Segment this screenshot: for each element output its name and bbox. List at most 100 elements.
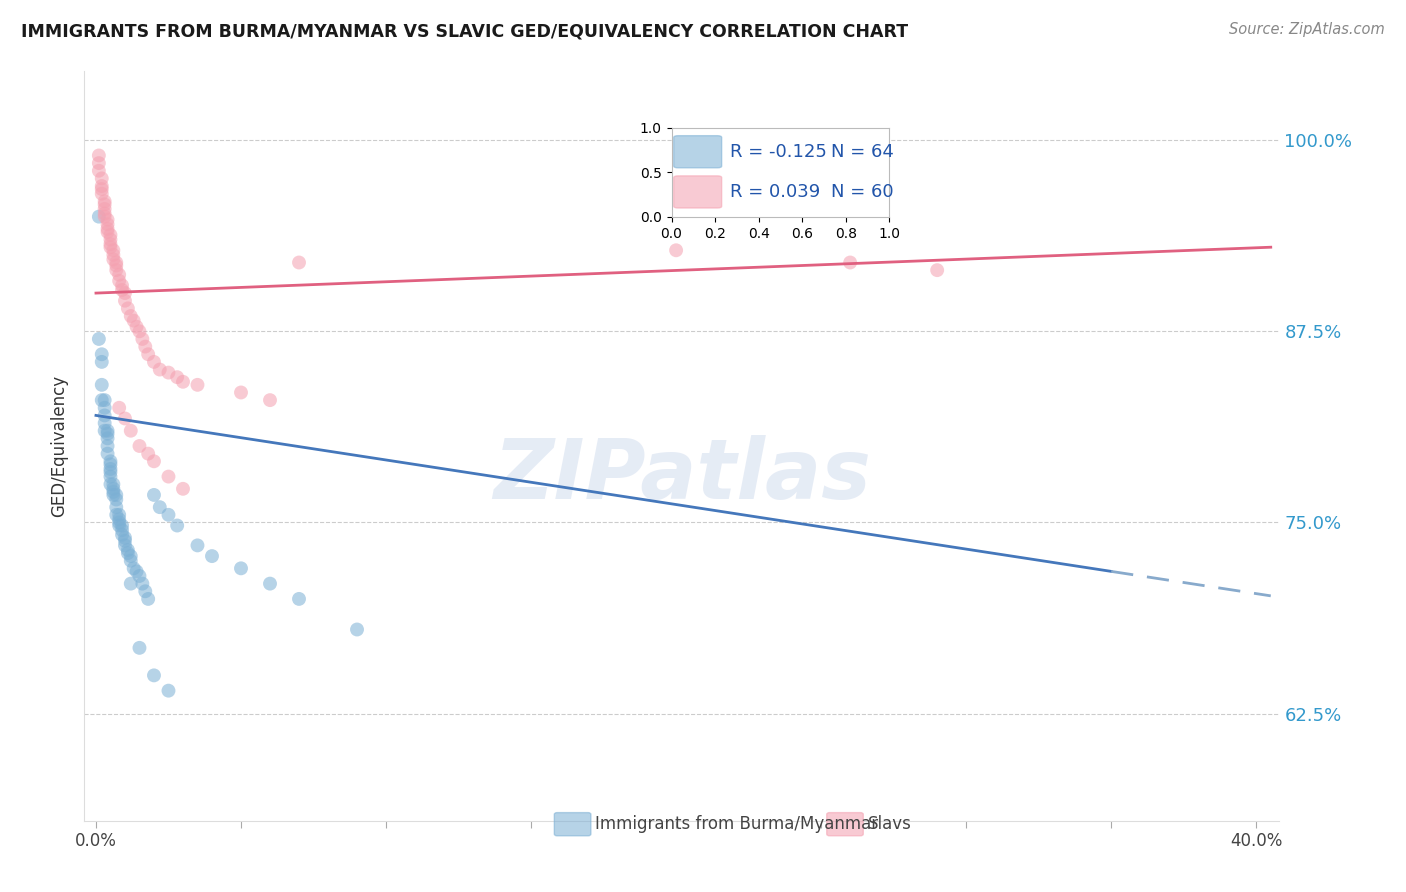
Point bbox=[288, 255, 311, 269]
Point bbox=[100, 469, 122, 483]
Point bbox=[93, 416, 115, 430]
Point bbox=[117, 301, 139, 316]
Point bbox=[120, 554, 142, 568]
Point bbox=[90, 393, 112, 408]
Point bbox=[108, 401, 131, 415]
Point bbox=[93, 197, 115, 211]
Point bbox=[87, 332, 110, 346]
Point bbox=[134, 584, 156, 599]
Point bbox=[93, 194, 115, 209]
Point bbox=[90, 186, 112, 201]
Point bbox=[120, 576, 142, 591]
Point bbox=[87, 163, 110, 178]
Point bbox=[172, 482, 194, 496]
Point bbox=[90, 347, 112, 361]
Point bbox=[100, 240, 122, 254]
Point bbox=[108, 516, 131, 530]
Point bbox=[87, 210, 110, 224]
Text: IMMIGRANTS FROM BURMA/MYANMAR VS SLAVIC GED/EQUIVALENCY CORRELATION CHART: IMMIGRANTS FROM BURMA/MYANMAR VS SLAVIC … bbox=[21, 22, 908, 40]
Point bbox=[90, 171, 112, 186]
Point bbox=[97, 439, 120, 453]
Point bbox=[90, 179, 112, 194]
Point bbox=[103, 477, 125, 491]
Point bbox=[97, 212, 120, 227]
Point bbox=[122, 561, 145, 575]
Point bbox=[128, 640, 150, 655]
Point bbox=[103, 248, 125, 262]
Point bbox=[134, 340, 156, 354]
Point bbox=[117, 546, 139, 560]
Text: N = 64: N = 64 bbox=[831, 143, 893, 161]
Point bbox=[105, 500, 128, 515]
Point bbox=[108, 268, 131, 282]
Point bbox=[128, 324, 150, 338]
Point bbox=[97, 222, 120, 236]
Text: R = 0.039: R = 0.039 bbox=[730, 183, 821, 201]
Point bbox=[157, 508, 180, 522]
Point bbox=[87, 148, 110, 162]
Point bbox=[105, 488, 128, 502]
Point bbox=[100, 454, 122, 468]
Point bbox=[100, 458, 122, 472]
Point bbox=[105, 492, 128, 507]
Point bbox=[90, 355, 112, 369]
Point bbox=[128, 439, 150, 453]
Point bbox=[103, 484, 125, 499]
Point bbox=[149, 500, 172, 515]
Text: N = 60: N = 60 bbox=[831, 183, 893, 201]
Text: Source: ZipAtlas.com: Source: ZipAtlas.com bbox=[1229, 22, 1385, 37]
Point bbox=[143, 355, 166, 369]
Point bbox=[105, 255, 128, 269]
Point bbox=[111, 523, 134, 537]
Point bbox=[100, 465, 122, 479]
Point bbox=[186, 377, 208, 392]
FancyBboxPatch shape bbox=[673, 176, 721, 208]
Point bbox=[131, 576, 153, 591]
Text: Slavs: Slavs bbox=[868, 815, 911, 833]
Point bbox=[111, 527, 134, 541]
Text: Immigrants from Burma/Myanmar: Immigrants from Burma/Myanmar bbox=[595, 815, 879, 833]
Point bbox=[166, 518, 188, 533]
Point bbox=[93, 393, 115, 408]
Point bbox=[108, 518, 131, 533]
Point bbox=[114, 411, 136, 425]
Point bbox=[229, 561, 252, 575]
Point bbox=[103, 244, 125, 258]
Point bbox=[97, 217, 120, 231]
Point bbox=[97, 225, 120, 239]
Text: ZIPatlas: ZIPatlas bbox=[494, 435, 870, 516]
Point bbox=[157, 469, 180, 483]
Point bbox=[97, 426, 120, 441]
Point bbox=[288, 591, 311, 606]
Point bbox=[93, 401, 115, 415]
Point bbox=[105, 259, 128, 273]
Point bbox=[114, 293, 136, 308]
Point bbox=[97, 431, 120, 445]
Point bbox=[90, 377, 112, 392]
Point bbox=[117, 543, 139, 558]
Point bbox=[201, 549, 224, 563]
Point bbox=[111, 518, 134, 533]
Point bbox=[100, 477, 122, 491]
Point bbox=[665, 244, 688, 258]
Point bbox=[839, 255, 862, 269]
Point bbox=[100, 237, 122, 252]
Point bbox=[114, 286, 136, 301]
Point bbox=[93, 206, 115, 220]
Y-axis label: GED/Equivalency: GED/Equivalency bbox=[51, 375, 69, 517]
Point bbox=[97, 424, 120, 438]
Point bbox=[93, 409, 115, 423]
Point bbox=[259, 576, 281, 591]
Point bbox=[259, 393, 281, 408]
Point bbox=[120, 549, 142, 563]
Point bbox=[93, 202, 115, 216]
Point bbox=[229, 385, 252, 400]
Point bbox=[90, 182, 112, 196]
Point bbox=[114, 533, 136, 548]
Point bbox=[105, 508, 128, 522]
Point bbox=[172, 375, 194, 389]
Point bbox=[131, 332, 153, 346]
Point bbox=[93, 210, 115, 224]
Point bbox=[143, 488, 166, 502]
Point bbox=[166, 370, 188, 384]
